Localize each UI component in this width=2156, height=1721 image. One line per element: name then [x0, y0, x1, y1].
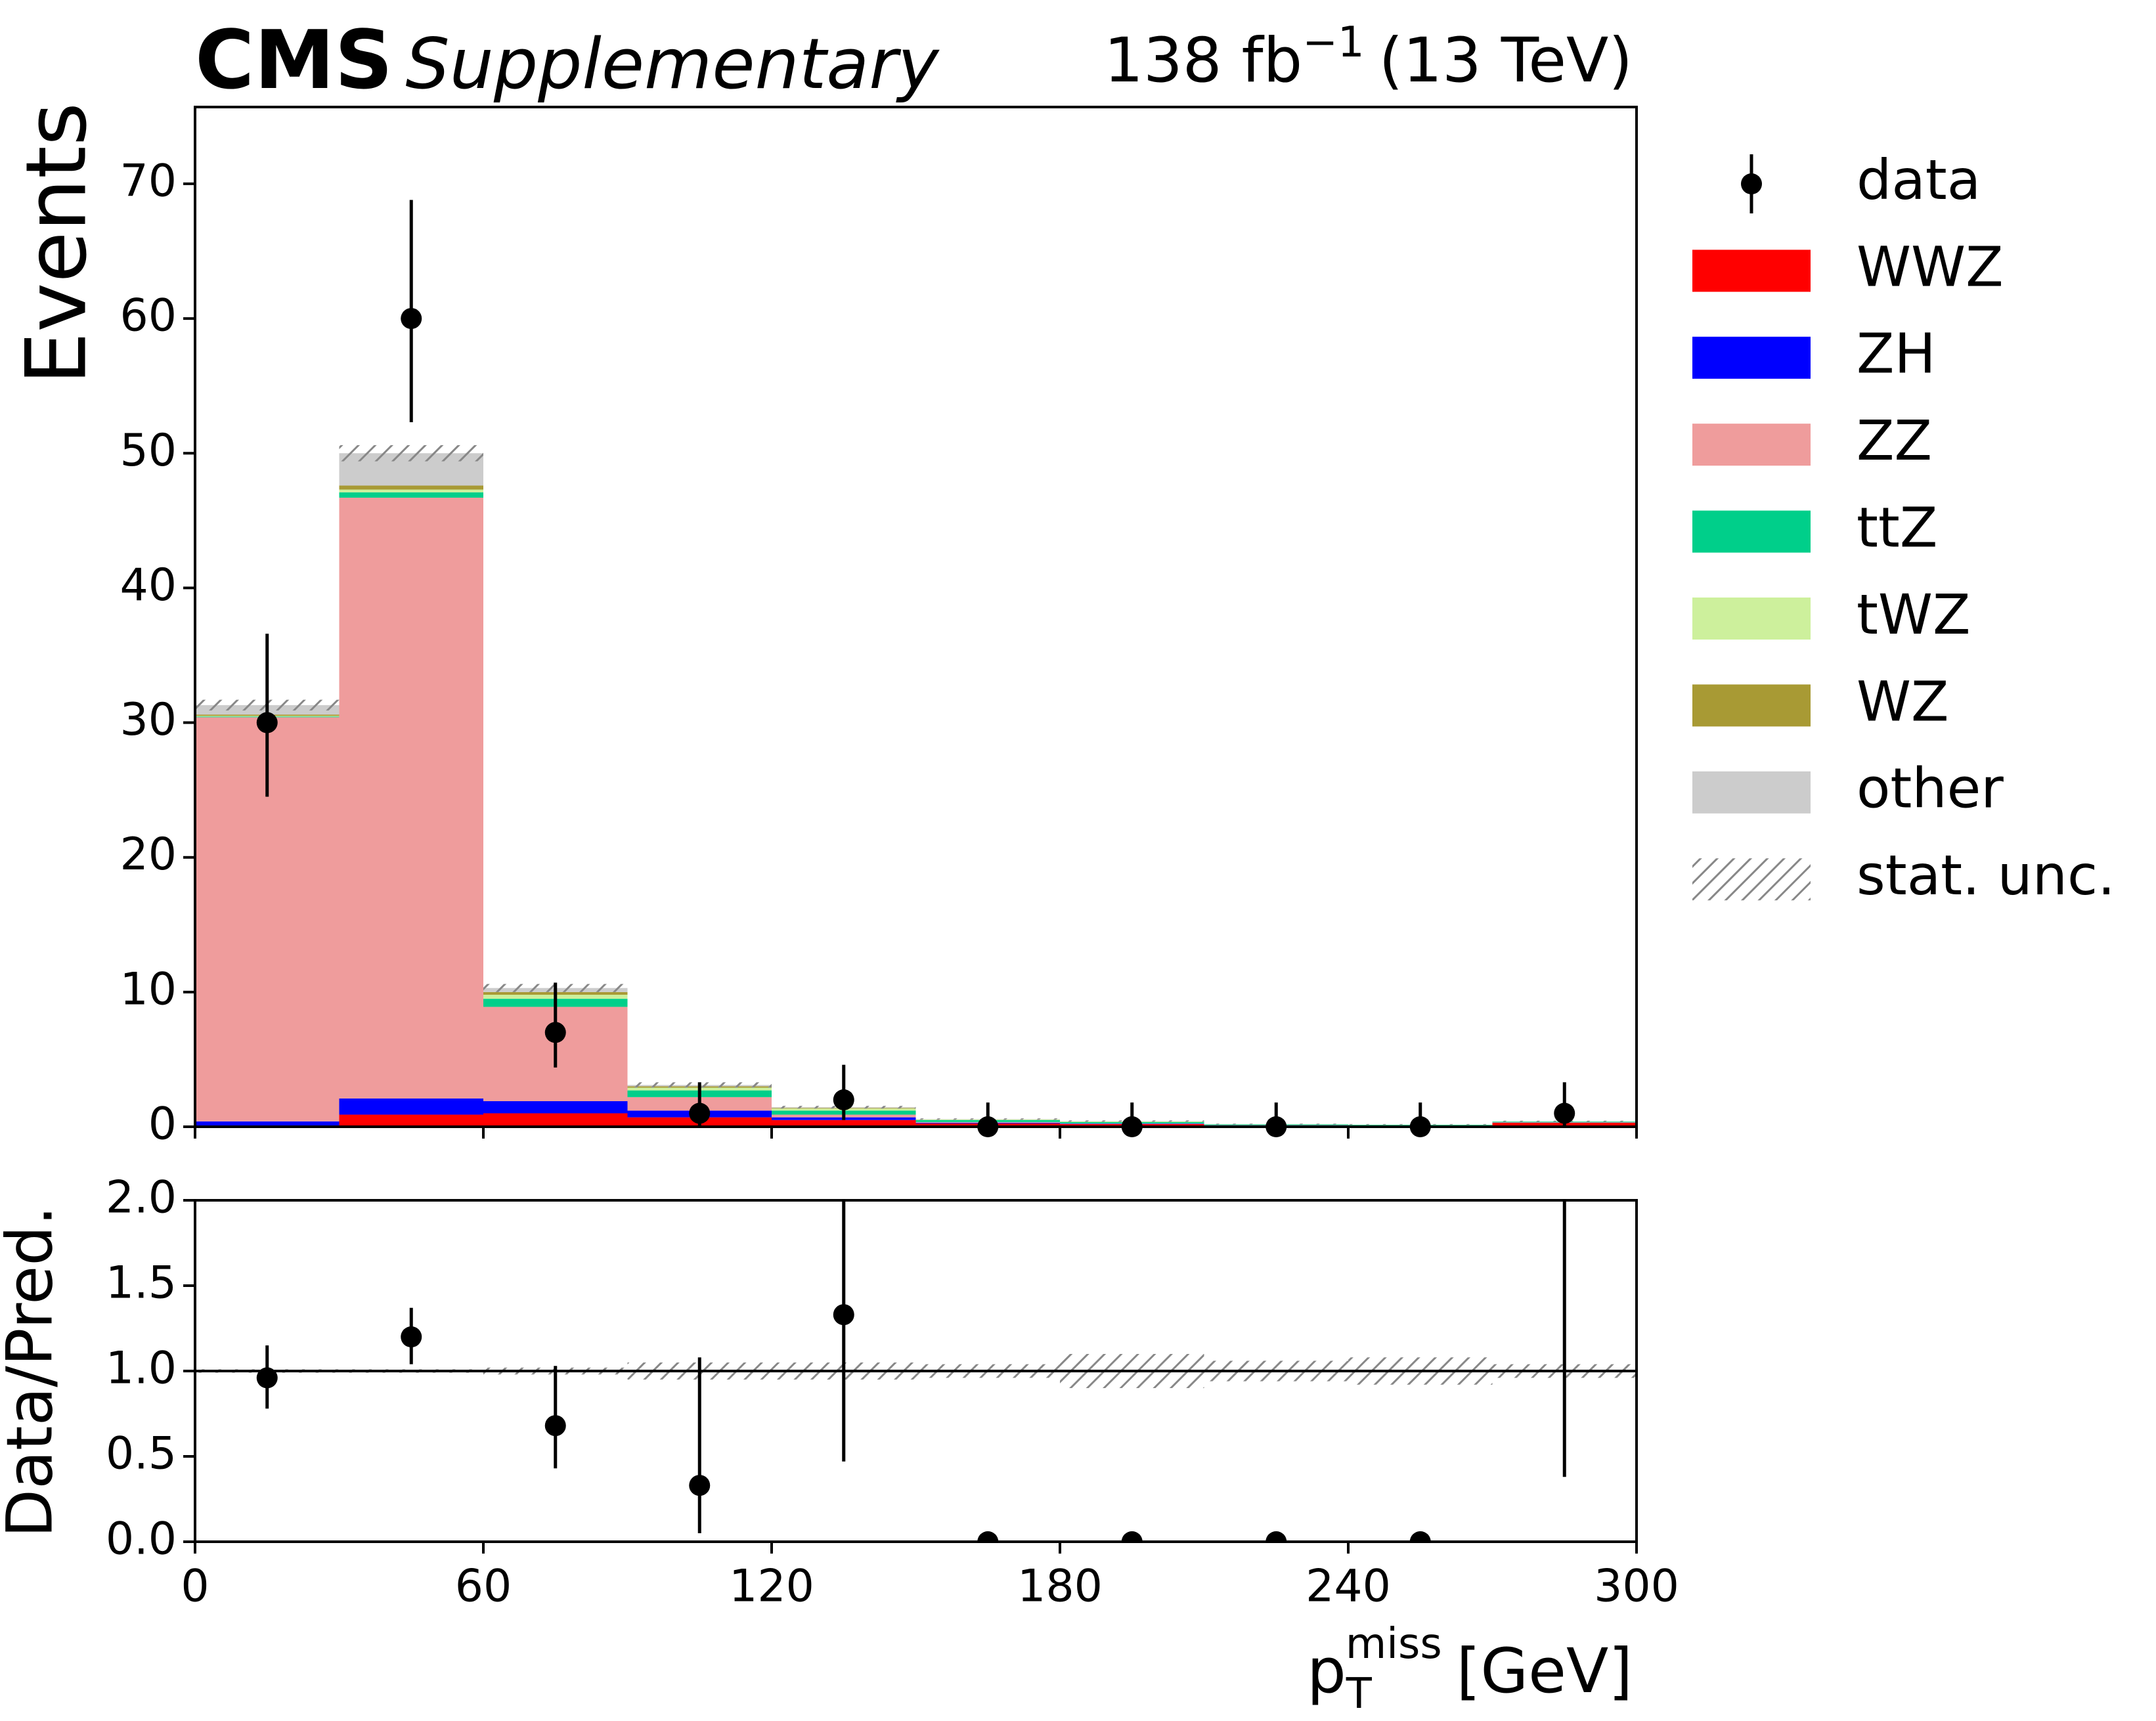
legend-swatch [1692, 336, 1811, 379]
x-label-main: p [1307, 1636, 1346, 1707]
ratio-y-tick-label: 1.5 [106, 1257, 177, 1309]
ratio-point [1409, 1531, 1431, 1542]
legend-label: tWZ [1857, 582, 1971, 647]
legend-swatch [1692, 684, 1811, 727]
stack-bar [339, 497, 483, 1099]
legend-label: data [1857, 148, 1981, 212]
y-label: Events [8, 102, 105, 385]
ratio-y-tick-label: 0.0 [106, 1514, 177, 1565]
ratio-point [977, 1531, 999, 1542]
data-point [833, 1089, 854, 1110]
stack-bar [772, 1120, 916, 1127]
y-tick-label: 70 [120, 155, 177, 207]
x-tick-label: 300 [1594, 1561, 1679, 1613]
x-tick-label: 180 [1017, 1561, 1103, 1613]
x-label: pTmiss [GeV] [1307, 1620, 1633, 1718]
x-label-sup: miss [1346, 1620, 1442, 1668]
top-plot [195, 445, 1637, 1127]
lumi-exponent: −1 [1302, 18, 1364, 67]
ratio-y-tick-label: 2.0 [106, 1172, 177, 1224]
legend-label: ZH [1857, 322, 1936, 386]
stack-bar [339, 485, 483, 490]
lumi: 138 fb−1 (13 TeV) [1104, 18, 1633, 97]
stack-bar [195, 1121, 340, 1125]
x-tick-label: 0 [181, 1561, 209, 1613]
ratio-y-tick-label: 1.0 [106, 1343, 177, 1395]
y-tick-label: 0 [148, 1099, 177, 1150]
x-tick-label: 240 [1306, 1561, 1391, 1613]
legend-label: ttZ [1857, 496, 1937, 560]
y-tick-label: 30 [120, 694, 177, 746]
legend-label: WZ [1857, 669, 1949, 733]
y-tick-label: 60 [120, 290, 177, 342]
stack-bar [339, 1098, 483, 1115]
stack-bar [339, 1114, 483, 1127]
ratio-y-label: Data/Pred. [0, 1206, 66, 1538]
legend-swatch [1692, 510, 1811, 553]
legend-swatch [1692, 250, 1811, 292]
data-point [689, 1102, 711, 1124]
lumi-text: 138 fb [1104, 25, 1302, 97]
ratio-plot [256, 1200, 1566, 1542]
y-tick-label: 50 [120, 425, 177, 477]
ratio-y-tick-label: 0.5 [106, 1428, 177, 1480]
data-point [401, 308, 422, 330]
legend-label: other [1857, 756, 2004, 821]
legend-swatch [1692, 858, 1811, 901]
legend-swatch [1692, 598, 1811, 640]
data-point [544, 1022, 566, 1043]
ratio-point [1121, 1531, 1143, 1542]
stack-bar [483, 1113, 628, 1127]
stack-bar [483, 1101, 628, 1114]
legend-label: ZZ [1857, 408, 1932, 473]
title: CMS Supplementary [195, 14, 940, 108]
top-frame [194, 106, 1638, 1128]
ratio-point [689, 1475, 711, 1496]
stack-bar [339, 492, 483, 498]
stack-bar [339, 489, 483, 492]
x-tick-label: 120 [729, 1561, 814, 1613]
x-tick-label: 60 [455, 1561, 512, 1613]
y-tick-label: 20 [120, 829, 177, 881]
legend-swatch [1692, 771, 1811, 814]
data-point [256, 712, 278, 733]
ratio-point [401, 1326, 422, 1347]
y-tick-label: 10 [120, 963, 177, 1015]
energy: (13 TeV) [1379, 25, 1633, 97]
label: Supplementary [405, 24, 939, 104]
x-label-unit: [GeV] [1457, 1636, 1633, 1707]
x-label-sub: T [1346, 1670, 1373, 1718]
legend-label: WWZ [1857, 234, 2004, 299]
stat-unc-band [339, 445, 483, 462]
legend-label: stat. unc. [1857, 843, 2115, 907]
ratio-point [1265, 1531, 1287, 1542]
legend-swatch [1692, 424, 1811, 466]
legend-data-marker [1741, 173, 1762, 194]
ratio-point [256, 1367, 278, 1389]
ratio-point [833, 1304, 854, 1326]
data-point [1554, 1102, 1575, 1124]
y-tick-label: 40 [120, 559, 177, 611]
experiment: CMS [195, 14, 393, 108]
ratio-point [544, 1415, 566, 1437]
